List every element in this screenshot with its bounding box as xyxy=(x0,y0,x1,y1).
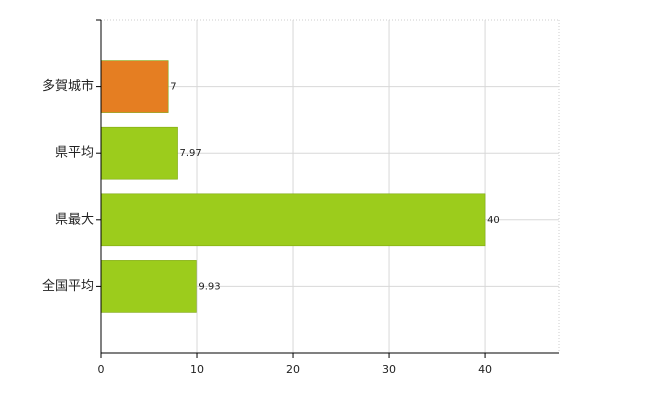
bar xyxy=(100,193,486,247)
x-tick-label: 40 xyxy=(478,363,492,376)
bar xyxy=(100,126,178,180)
x-tick-label: 0 xyxy=(98,363,105,376)
y-tick-label: 県最大 xyxy=(55,212,94,227)
value-label: 9.93 xyxy=(198,281,220,292)
y-tick-label: 県平均 xyxy=(55,146,94,161)
y-tick-label: 多賀城市 xyxy=(42,78,94,94)
x-tick-label: 30 xyxy=(382,363,396,376)
y-tick-label: 全国平均 xyxy=(42,278,94,294)
bar xyxy=(100,60,169,113)
value-label: 7.97 xyxy=(180,148,202,159)
x-tick-label: 10 xyxy=(190,363,204,376)
x-tick-label: 20 xyxy=(286,363,300,376)
bar xyxy=(100,260,197,313)
value-label: 7 xyxy=(170,82,176,93)
value-label: 40 xyxy=(487,215,500,226)
